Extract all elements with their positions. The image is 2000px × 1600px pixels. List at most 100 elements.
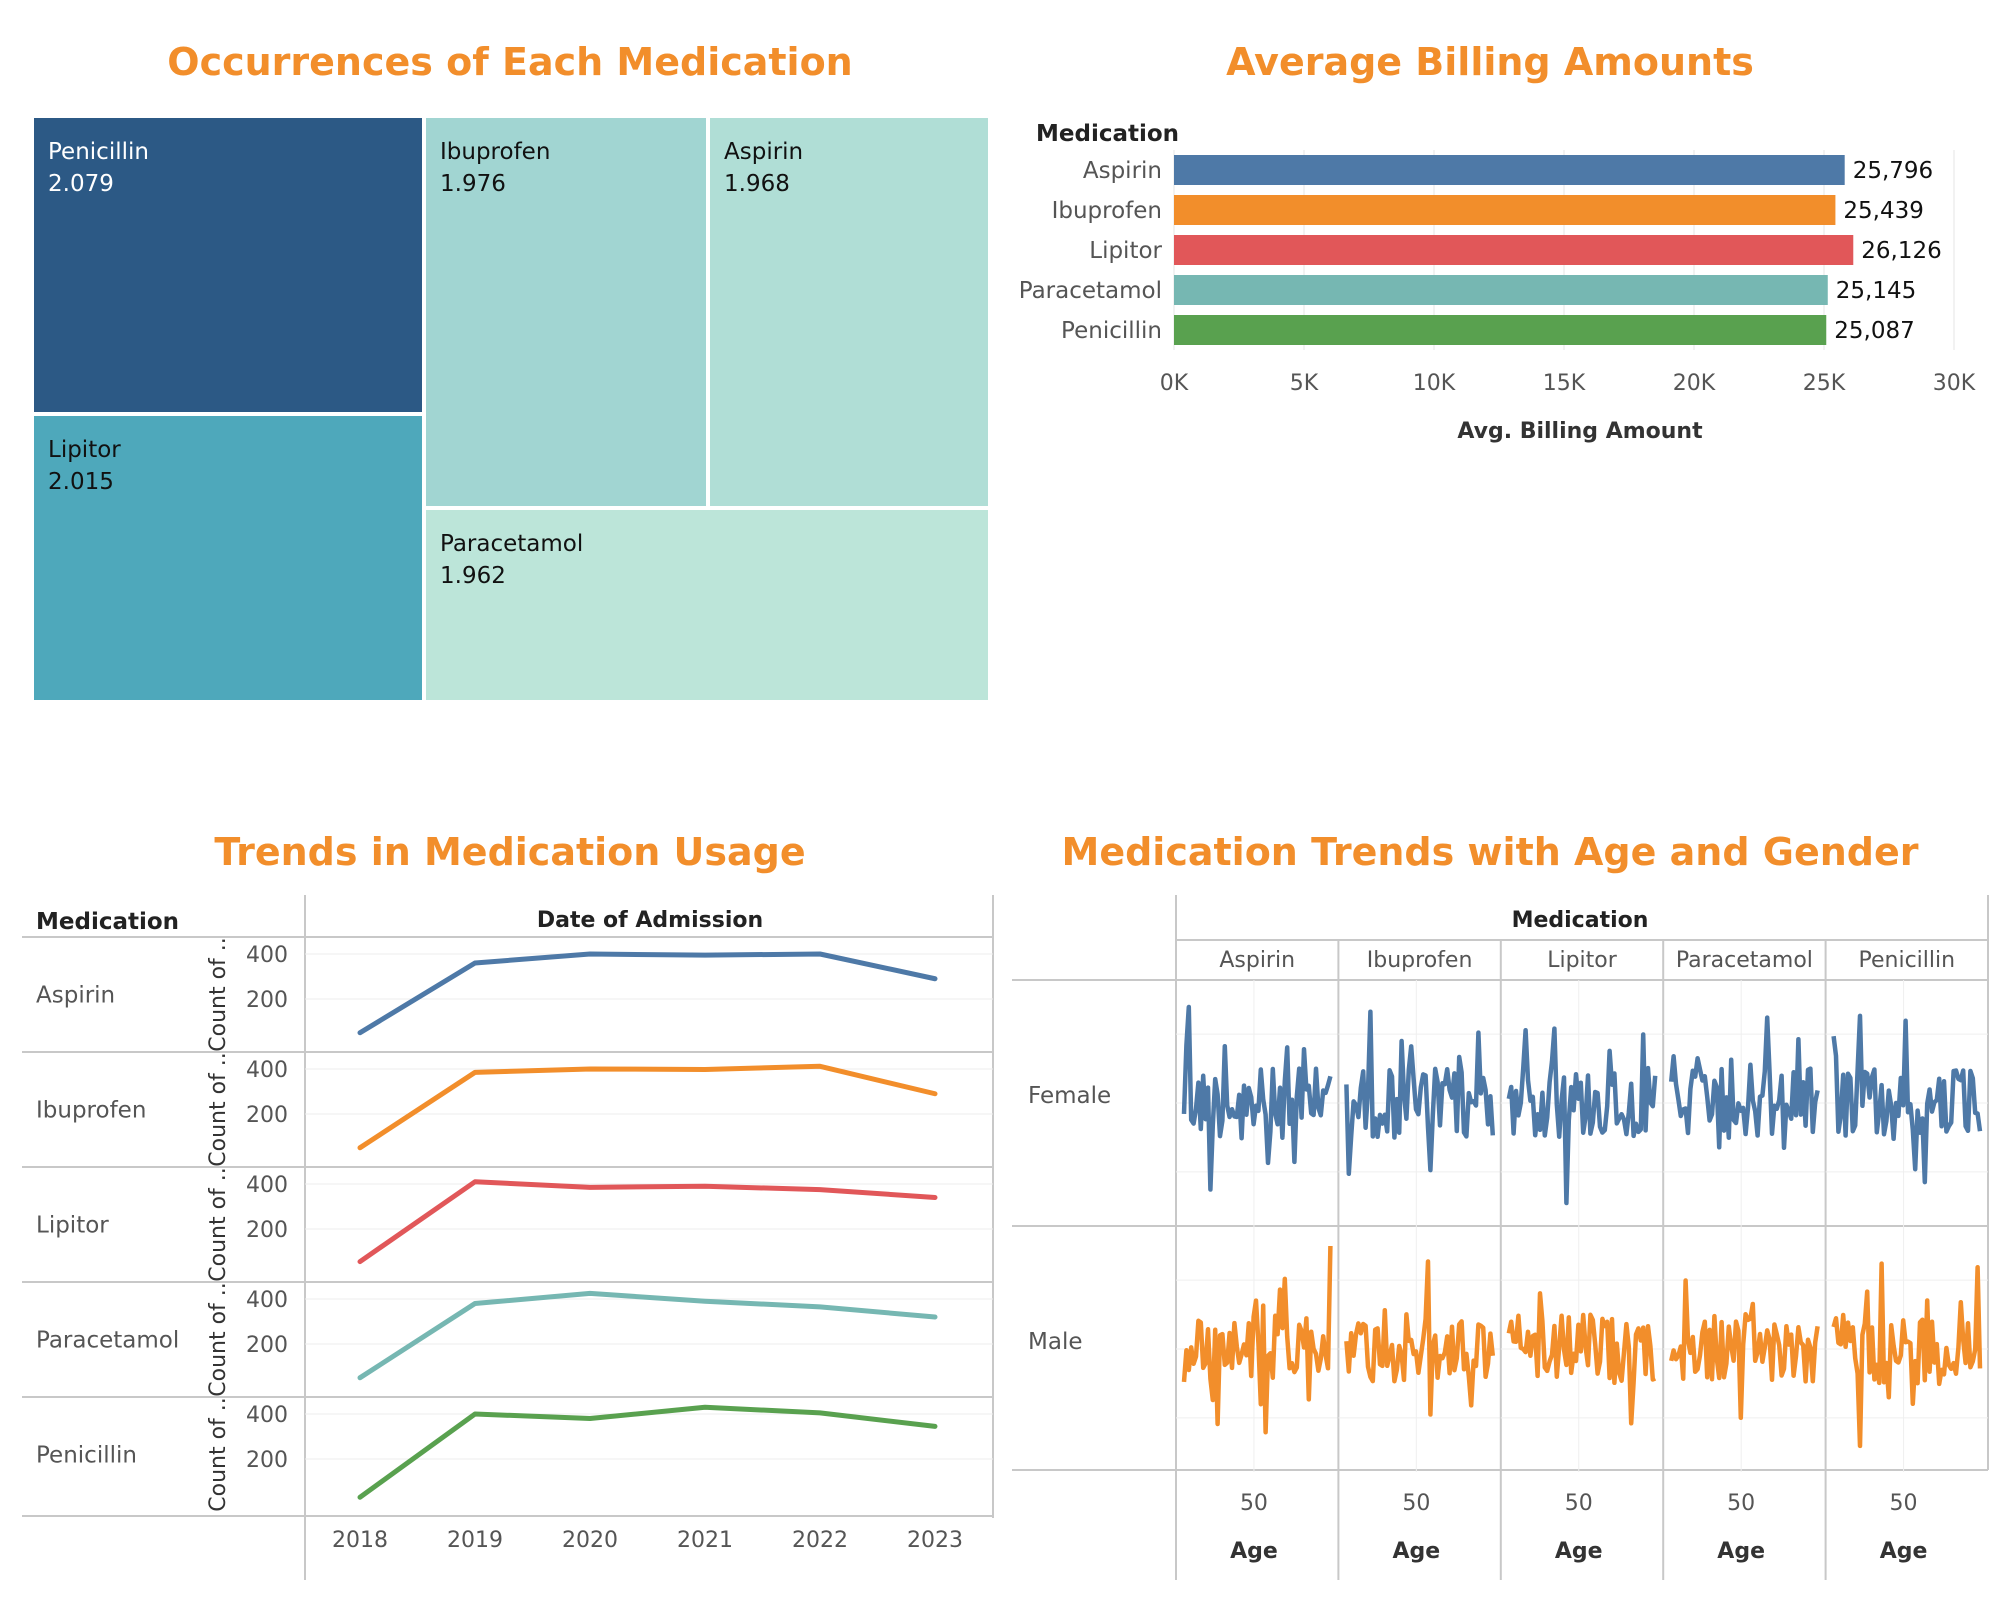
trends-y-axis-label: Count of .. bbox=[206, 1167, 231, 1282]
ag-x-tick-label: 50 bbox=[1240, 1491, 1268, 1516]
ag-series-aspirin-male bbox=[1181, 1245, 1333, 1435]
trends-series-aspirin bbox=[357, 951, 938, 1036]
bar-category-label: Ibuprofen bbox=[1052, 198, 1162, 224]
trends-y-axis-label: Count of .. bbox=[206, 1052, 231, 1167]
ag-series-paracetamol-female bbox=[1668, 1015, 1820, 1151]
bar-value-label: 25,087 bbox=[1834, 318, 1914, 344]
treemap-value: 1.962 bbox=[440, 563, 506, 589]
bar-category-label: Aspirin bbox=[1083, 158, 1162, 184]
trends-row-label: Paracetamol bbox=[36, 1328, 179, 1354]
trends-y-tick-label: 200 bbox=[246, 1103, 288, 1128]
trends-x-tick-label: 2019 bbox=[447, 1528, 503, 1553]
billing-title: Average Billing Amounts bbox=[1226, 40, 1754, 84]
ag-row-label: Male bbox=[1028, 1329, 1082, 1355]
bar-x-tick-label: 25K bbox=[1803, 371, 1846, 396]
bar-x-tick-label: 0K bbox=[1160, 371, 1189, 396]
trends-y-axis-label: Count of .. bbox=[206, 1282, 231, 1397]
trends-series-paracetamol bbox=[357, 1290, 938, 1381]
ag-x-tick-label: 50 bbox=[1565, 1491, 1593, 1516]
bar-row-header: Medication bbox=[1036, 121, 1179, 147]
treemap-cell-lipitor[interactable]: Lipitor 2.015 bbox=[32, 414, 424, 702]
ag-column-label: Lipitor bbox=[1547, 948, 1618, 973]
trends-x-tick-label: 2020 bbox=[562, 1528, 618, 1553]
trends-y-tick-label: 400 bbox=[246, 1173, 288, 1198]
treemap-label: Lipitor 2.015 bbox=[48, 434, 121, 498]
bar-ibuprofen bbox=[1174, 195, 1836, 225]
treemap-label: Aspirin 1.968 bbox=[724, 136, 803, 200]
trends-y-axis-label: Count of .. bbox=[206, 1397, 231, 1512]
trends-column-header: Date of Admission bbox=[537, 908, 763, 933]
treemap-name: Paracetamol bbox=[440, 531, 584, 557]
trends-series-penicillin bbox=[357, 1404, 938, 1500]
trends-y-tick-label: 200 bbox=[246, 1218, 288, 1243]
ag-series-lipitor-male bbox=[1506, 1291, 1657, 1426]
ag-x-tick-label: 50 bbox=[1727, 1491, 1755, 1516]
bar-x-tick-label: 30K bbox=[1933, 371, 1976, 396]
bar-aspirin bbox=[1174, 155, 1845, 185]
treemap-cell-penicillin[interactable]: Penicillin 2.079 bbox=[32, 116, 424, 414]
ag-x-axis-label: Age bbox=[1717, 1539, 1765, 1564]
trends-x-tick-label: 2021 bbox=[677, 1528, 733, 1553]
trends-title: Trends in Medication Usage bbox=[214, 830, 806, 874]
ag-x-tick-label: 50 bbox=[1402, 1491, 1430, 1516]
bar-category-label: Penicillin bbox=[1061, 318, 1162, 344]
treemap-cell-aspirin[interactable]: Aspirin 1.968 bbox=[708, 116, 990, 508]
bar-category-label: Paracetamol bbox=[1019, 278, 1162, 304]
bar-value-label: 25,796 bbox=[1853, 158, 1933, 184]
bar-value-label: 25,145 bbox=[1836, 278, 1916, 304]
treemap-name: Lipitor bbox=[48, 437, 121, 463]
ag-series-lipitor-female bbox=[1506, 1026, 1658, 1206]
treemap-cell-paracetamol[interactable]: Paracetamol 1.962 bbox=[424, 508, 990, 702]
bar-value-label: 25,439 bbox=[1843, 198, 1923, 224]
treemap-cell-ibuprofen[interactable]: Ibuprofen 1.976 bbox=[424, 116, 708, 508]
ag-series-penicillin-female bbox=[1831, 1013, 1983, 1185]
ag-column-label: Paracetamol bbox=[1676, 948, 1813, 973]
bar-paracetamol bbox=[1174, 275, 1828, 305]
treemap-title: Occurrences of Each Medication bbox=[167, 40, 853, 84]
ag-series-penicillin-male bbox=[1831, 1261, 1983, 1449]
trends-y-tick-label: 400 bbox=[246, 1288, 288, 1313]
treemap-name: Ibuprofen bbox=[440, 139, 551, 165]
treemap-value: 1.968 bbox=[724, 171, 790, 197]
ag-x-axis-label: Age bbox=[1555, 1539, 1603, 1564]
bar-x-tick-label: 5K bbox=[1290, 371, 1319, 396]
trends-y-tick-label: 400 bbox=[246, 943, 288, 968]
age-gender-title: Medication Trends with Age and Gender bbox=[1061, 830, 1919, 874]
trends-row-label: Lipitor bbox=[36, 1213, 109, 1239]
trends-row-label: Penicillin bbox=[36, 1443, 137, 1469]
ag-column-header: Medication bbox=[1512, 908, 1649, 933]
bar-x-axis-label: Avg. Billing Amount bbox=[1457, 419, 1703, 444]
trends-series-ibuprofen bbox=[357, 1063, 938, 1151]
bar-x-tick-label: 10K bbox=[1413, 371, 1456, 396]
trends-y-tick-label: 400 bbox=[246, 1058, 288, 1083]
trends-x-tick-label: 2018 bbox=[332, 1528, 388, 1553]
ag-series-aspirin-female bbox=[1181, 1004, 1333, 1192]
trends-row-label: Aspirin bbox=[36, 983, 115, 1009]
ag-x-axis-label: Age bbox=[1393, 1539, 1441, 1564]
trends-y-tick-label: 200 bbox=[246, 1448, 288, 1473]
treemap-value: 2.015 bbox=[48, 469, 114, 495]
bar-penicillin bbox=[1174, 315, 1827, 345]
ag-column-label: Aspirin bbox=[1219, 948, 1295, 973]
bar-lipitor bbox=[1174, 235, 1854, 265]
ag-series-paracetamol-male bbox=[1669, 1278, 1820, 1421]
ag-column-label: Penicillin bbox=[1859, 948, 1956, 973]
treemap-label: Paracetamol 1.962 bbox=[440, 528, 583, 592]
ag-series-ibuprofen-female bbox=[1344, 1009, 1496, 1177]
trends-y-tick-label: 200 bbox=[246, 1333, 288, 1358]
ag-series-ibuprofen-male bbox=[1344, 1259, 1496, 1417]
ag-x-tick-label: 50 bbox=[1890, 1491, 1918, 1516]
treemap-label: Penicillin 2.079 bbox=[48, 136, 149, 200]
ag-row-label: Female bbox=[1028, 1083, 1111, 1109]
trends-series-lipitor bbox=[357, 1179, 938, 1265]
bar-category-label: Lipitor bbox=[1089, 238, 1162, 264]
trends-y-tick-label: 400 bbox=[246, 1403, 288, 1428]
bar-value-label: 26,126 bbox=[1861, 238, 1941, 264]
treemap-value: 2.079 bbox=[48, 171, 114, 197]
trends-row-header: Medication bbox=[36, 909, 179, 935]
trends-y-tick-label: 200 bbox=[246, 988, 288, 1013]
trends-y-axis-label: Count of .. bbox=[206, 937, 231, 1052]
bar-x-tick-label: 15K bbox=[1543, 371, 1586, 396]
